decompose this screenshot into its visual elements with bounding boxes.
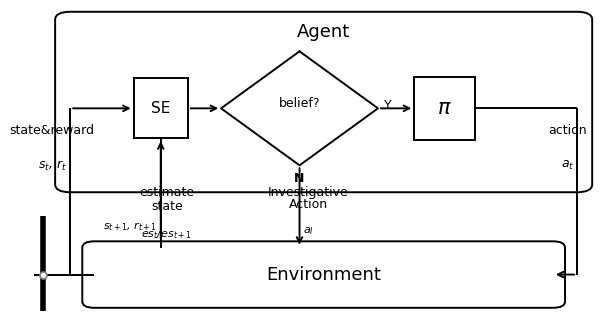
- Text: Action: Action: [289, 198, 328, 211]
- Polygon shape: [221, 51, 378, 165]
- Text: Y: Y: [384, 99, 392, 112]
- Text: $es_t$/$es_{t+1}$: $es_t$/$es_{t+1}$: [141, 227, 192, 241]
- Text: N: N: [294, 172, 305, 185]
- FancyBboxPatch shape: [82, 241, 565, 308]
- Text: state&reward: state&reward: [10, 124, 95, 137]
- Text: $\pi$: $\pi$: [437, 98, 452, 118]
- Text: Agent: Agent: [297, 23, 351, 41]
- FancyBboxPatch shape: [134, 78, 188, 138]
- Text: $s_t$, $r_t$: $s_t$, $r_t$: [37, 159, 67, 173]
- Text: action: action: [549, 124, 588, 137]
- Text: estimate: estimate: [139, 186, 195, 198]
- Text: $a_I$: $a_I$: [303, 225, 314, 237]
- Text: $a_t$: $a_t$: [561, 159, 575, 172]
- FancyBboxPatch shape: [55, 12, 592, 192]
- Text: SE: SE: [151, 101, 171, 116]
- Text: Investigative: Investigative: [268, 186, 349, 198]
- FancyBboxPatch shape: [414, 77, 475, 140]
- Text: state: state: [151, 200, 182, 213]
- Text: belief?: belief?: [279, 97, 321, 110]
- Text: $s_{t+1}$, $r_{t+1}$: $s_{t+1}$, $r_{t+1}$: [103, 221, 158, 233]
- Text: Environment: Environment: [266, 266, 381, 284]
